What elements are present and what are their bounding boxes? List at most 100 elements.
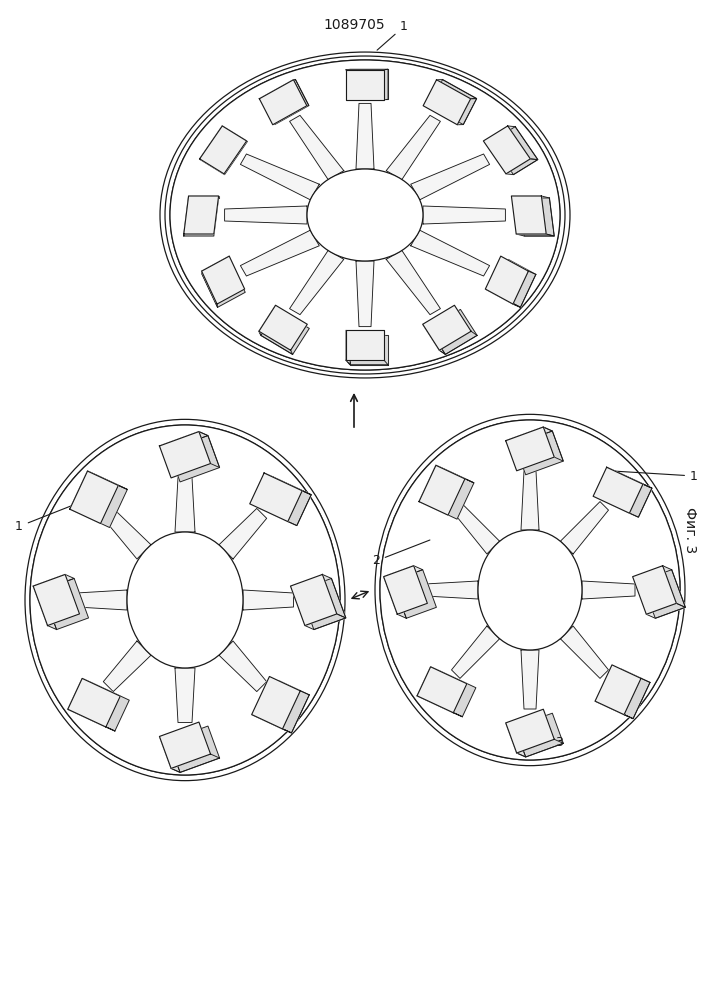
- Polygon shape: [439, 331, 477, 354]
- Polygon shape: [202, 259, 245, 307]
- Polygon shape: [201, 256, 245, 304]
- Polygon shape: [662, 566, 685, 607]
- Polygon shape: [521, 471, 539, 530]
- Polygon shape: [595, 665, 641, 715]
- Polygon shape: [175, 668, 195, 722]
- Polygon shape: [240, 230, 320, 276]
- Text: Фиг. 3: Фиг. 3: [683, 507, 697, 553]
- Polygon shape: [419, 465, 465, 515]
- Polygon shape: [436, 80, 477, 99]
- Polygon shape: [68, 678, 120, 727]
- Polygon shape: [68, 709, 115, 731]
- Polygon shape: [508, 126, 538, 160]
- Text: 2: 2: [372, 540, 430, 568]
- Polygon shape: [484, 126, 530, 174]
- Polygon shape: [184, 196, 189, 236]
- Polygon shape: [290, 115, 344, 180]
- Polygon shape: [219, 641, 267, 692]
- Polygon shape: [513, 271, 536, 307]
- Polygon shape: [259, 305, 278, 335]
- Polygon shape: [103, 641, 151, 692]
- Polygon shape: [252, 715, 291, 733]
- Polygon shape: [240, 154, 320, 200]
- Polygon shape: [436, 465, 474, 483]
- Polygon shape: [160, 432, 211, 478]
- Text: 1089705: 1089705: [323, 18, 385, 32]
- Polygon shape: [384, 566, 427, 614]
- Polygon shape: [199, 126, 223, 160]
- Polygon shape: [425, 581, 478, 599]
- Polygon shape: [520, 198, 554, 236]
- Polygon shape: [346, 360, 388, 365]
- Polygon shape: [384, 577, 407, 618]
- Polygon shape: [70, 471, 96, 513]
- Polygon shape: [595, 701, 633, 719]
- Polygon shape: [219, 508, 267, 559]
- Polygon shape: [346, 330, 384, 360]
- Polygon shape: [423, 305, 471, 350]
- Polygon shape: [76, 590, 127, 610]
- Polygon shape: [184, 198, 218, 236]
- Polygon shape: [259, 80, 296, 99]
- Polygon shape: [250, 473, 302, 522]
- Text: 1: 1: [15, 505, 74, 533]
- Polygon shape: [417, 696, 462, 717]
- Polygon shape: [201, 271, 218, 307]
- Polygon shape: [593, 467, 643, 513]
- Polygon shape: [293, 80, 309, 106]
- Text: 3: 3: [518, 727, 563, 749]
- Polygon shape: [259, 305, 308, 350]
- Polygon shape: [516, 234, 554, 236]
- Polygon shape: [175, 478, 195, 532]
- Polygon shape: [305, 614, 346, 630]
- Polygon shape: [561, 626, 609, 678]
- Polygon shape: [624, 678, 650, 719]
- Polygon shape: [88, 471, 127, 489]
- Polygon shape: [392, 570, 436, 618]
- Polygon shape: [642, 570, 685, 618]
- Polygon shape: [42, 578, 88, 630]
- Polygon shape: [646, 603, 685, 618]
- Polygon shape: [602, 471, 652, 517]
- Polygon shape: [33, 586, 57, 630]
- Polygon shape: [506, 723, 526, 757]
- Polygon shape: [259, 331, 293, 354]
- Polygon shape: [103, 508, 151, 559]
- Text: 1: 1: [615, 470, 698, 483]
- Polygon shape: [521, 650, 539, 709]
- Polygon shape: [171, 754, 220, 772]
- Polygon shape: [350, 335, 388, 365]
- Polygon shape: [493, 259, 536, 307]
- Polygon shape: [346, 330, 350, 365]
- Polygon shape: [452, 626, 500, 678]
- Polygon shape: [201, 256, 230, 274]
- Polygon shape: [452, 502, 500, 554]
- Ellipse shape: [478, 530, 582, 650]
- Polygon shape: [506, 159, 538, 175]
- Polygon shape: [33, 574, 79, 626]
- Polygon shape: [350, 69, 388, 99]
- Ellipse shape: [127, 532, 243, 668]
- Polygon shape: [411, 154, 489, 200]
- Polygon shape: [356, 103, 374, 169]
- Polygon shape: [485, 289, 520, 307]
- Polygon shape: [168, 726, 220, 772]
- Polygon shape: [386, 115, 440, 180]
- Polygon shape: [428, 309, 477, 354]
- Polygon shape: [261, 309, 309, 354]
- Polygon shape: [262, 80, 309, 125]
- Polygon shape: [77, 682, 129, 731]
- Polygon shape: [160, 722, 211, 768]
- Polygon shape: [300, 578, 346, 630]
- Polygon shape: [290, 250, 344, 315]
- Polygon shape: [386, 250, 440, 315]
- Polygon shape: [264, 473, 311, 495]
- Polygon shape: [506, 427, 554, 471]
- Polygon shape: [411, 230, 489, 276]
- Polygon shape: [259, 80, 307, 125]
- Polygon shape: [515, 431, 563, 475]
- Polygon shape: [417, 667, 467, 713]
- Polygon shape: [417, 667, 440, 700]
- Polygon shape: [629, 484, 652, 517]
- Polygon shape: [423, 206, 506, 224]
